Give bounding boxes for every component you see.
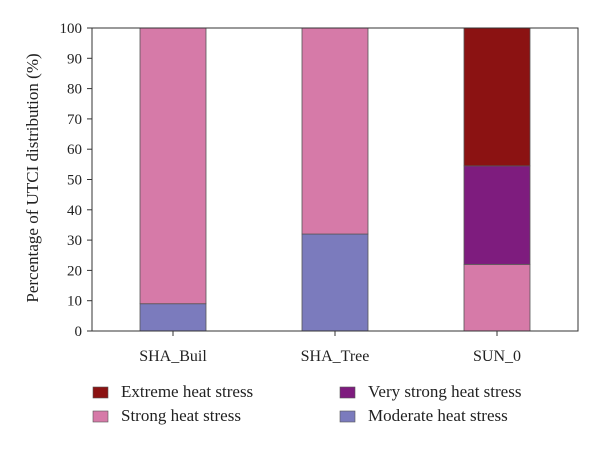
bar-segment-2-2 [463,165,531,265]
bar-segment-1-1 [301,27,369,235]
y-tick-label: 40 [67,203,82,219]
bar-segment-3-2 [463,27,531,167]
x-axis-ticks: SHA_Buil SHA_Tree SUN_0 [139,331,521,365]
y-tick-label: 60 [67,142,82,158]
legend-swatch [339,386,356,399]
legend-label: Strong heat stress [121,406,241,425]
y-tick-label: 100 [60,21,83,37]
legend-label: Extreme heat stress [121,382,253,401]
legend-label: Moderate heat stress [368,406,508,425]
y-tick-label: 80 [67,82,82,98]
legend-swatch [339,410,356,423]
x-tick-label: SHA_Tree [301,348,370,365]
plot-area [91,27,579,332]
y-tick-label: 50 [67,173,82,189]
bar-segment-0-0 [139,303,207,332]
legend-swatch [92,410,109,423]
bar-segment-0-1 [301,233,369,332]
legend: Extreme heat stress Very strong heat stre… [92,382,521,425]
y-axis-title: Percentage of UTCI distribution (%) [23,53,42,302]
y-tick-label: 30 [67,233,82,249]
y-tick-label: 70 [67,112,82,128]
y-tick-label: 90 [67,51,82,67]
bar-segment-1-2 [463,263,531,332]
y-tick-label: 10 [67,294,82,310]
bar-segment-1-0 [139,27,207,305]
x-tick-label: SHA_Buil [139,348,207,365]
legend-swatch [92,386,109,399]
legend-label: Very strong heat stress [368,382,521,401]
y-tick-label: 20 [67,263,82,279]
x-tick-label: SUN_0 [473,348,521,365]
y-axis-ticks: 0 10 20 30 40 50 60 70 80 90 100 [60,21,92,340]
y-tick-label: 0 [75,324,83,340]
